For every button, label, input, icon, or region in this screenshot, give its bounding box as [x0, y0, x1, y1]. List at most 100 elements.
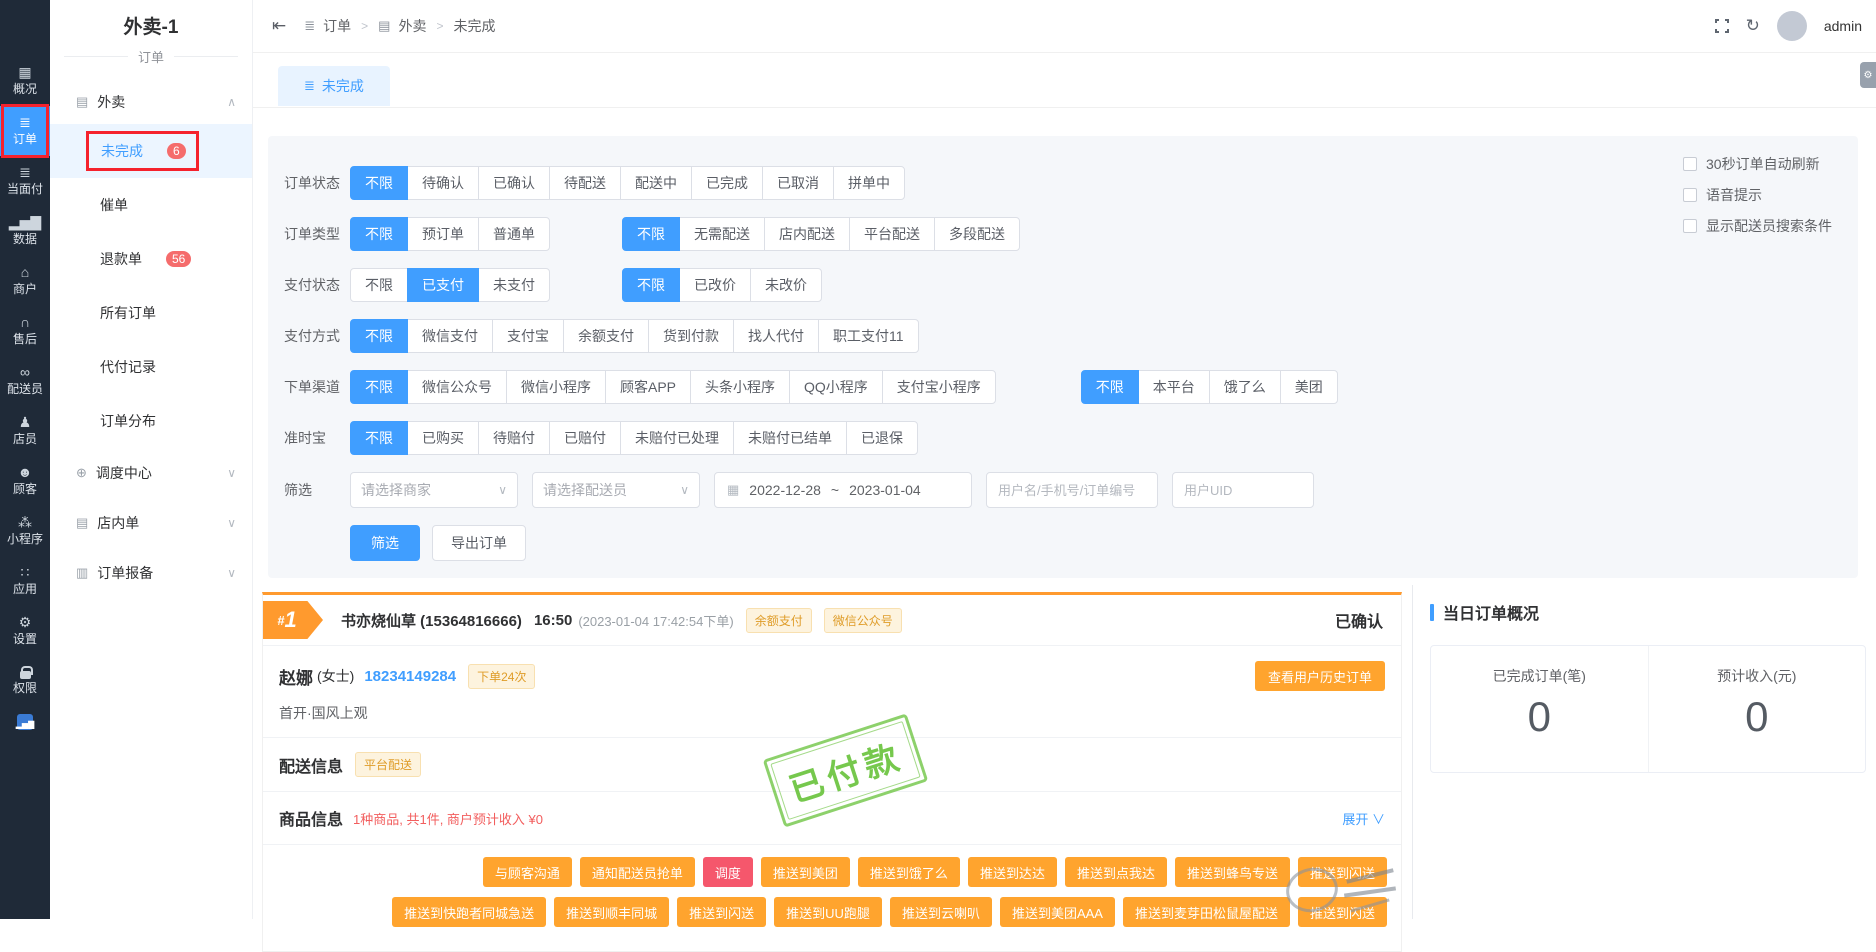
option-显示配送员搜索条件[interactable]: 显示配送员搜索条件: [1683, 216, 1832, 236]
sidebar-rail-item-概况[interactable]: ▦概况: [0, 56, 50, 106]
filter-option-button[interactable]: 职工支付11: [818, 319, 919, 353]
filter-option-button[interactable]: 配送中: [620, 166, 692, 200]
sidebar-item-催单[interactable]: 催单: [50, 178, 252, 232]
breadcrumb-orders[interactable]: 订单: [323, 16, 351, 36]
sidebar-rail-item-应用[interactable]: ∷应用: [0, 556, 50, 606]
date-range-picker[interactable]: ▦ 2022-12-28 ~ 2023-01-04: [714, 472, 972, 508]
filter-option-button[interactable]: 微信小程序: [506, 370, 606, 404]
filter-option-button[interactable]: 不限: [350, 217, 408, 251]
order-action-button[interactable]: 推送到蜂鸟专送: [1175, 857, 1290, 887]
filter-option-button[interactable]: 顾客APP: [605, 370, 691, 404]
sidebar-rail-item-小程序[interactable]: ⁂小程序: [0, 506, 50, 556]
option-30秒订单自动刷新[interactable]: 30秒订单自动刷新: [1683, 154, 1832, 174]
order-action-button[interactable]: 推送到美团: [761, 857, 850, 887]
sidebar-rail-item-店员[interactable]: ♟店员: [0, 406, 50, 456]
fullscreen-icon[interactable]: [1715, 19, 1729, 33]
sidebar-group-调度中心[interactable]: ⊕调度中心∨: [50, 448, 252, 498]
collapse-sidebar-icon[interactable]: ⇤: [272, 16, 286, 36]
uid-input[interactable]: [1172, 472, 1314, 508]
filter-option-button[interactable]: 不限: [622, 268, 680, 302]
filter-option-button[interactable]: 不限: [1081, 370, 1139, 404]
filter-option-button[interactable]: 支付宝: [492, 319, 564, 353]
sidebar-rail-item-顾客[interactable]: ☻顾客: [0, 456, 50, 506]
checkbox[interactable]: [1683, 157, 1697, 171]
user-history-button[interactable]: 查看用户历史订单: [1255, 661, 1385, 691]
filter-option-button[interactable]: 已购买: [407, 421, 479, 455]
filter-option-button[interactable]: 未改价: [750, 268, 822, 302]
filter-option-button[interactable]: 货到付款: [648, 319, 734, 353]
sidebar-group-订单报备[interactable]: ▥订单报备∨: [50, 548, 252, 598]
settings-drawer-handle[interactable]: ⚙: [1860, 62, 1876, 88]
merchant-select[interactable]: 请选择商家 ∨: [350, 472, 518, 508]
filter-option-button[interactable]: 不限: [350, 268, 408, 302]
order-action-button[interactable]: 推送到云喇叭: [890, 897, 992, 927]
order-action-button[interactable]: 推送到快跑者同城急送: [392, 897, 546, 927]
order-action-button[interactable]: 调度: [703, 857, 753, 887]
tab-unfinished[interactable]: ≣ 未完成: [278, 66, 390, 106]
order-action-button[interactable]: 通知配送员抢单: [580, 857, 695, 887]
expand-toggle[interactable]: 展开 ∨: [1342, 809, 1385, 828]
filter-option-button[interactable]: 不限: [350, 166, 408, 200]
filter-option-button[interactable]: 已退保: [846, 421, 918, 455]
sidebar-rail-item-数据[interactable]: ▂▅▇数据: [0, 206, 50, 256]
filter-option-button[interactable]: 待确认: [407, 166, 479, 200]
order-action-button[interactable]: 推送到美团AAA: [1000, 897, 1115, 927]
filter-option-button[interactable]: 已赔付: [549, 421, 621, 455]
sidebar-rail-item-权限[interactable]: 权限: [0, 656, 50, 705]
filter-option-button[interactable]: 拼单中: [833, 166, 905, 200]
filter-option-button[interactable]: 已支付: [407, 268, 479, 302]
checkbox[interactable]: [1683, 188, 1697, 202]
courier-select[interactable]: 请选择配送员 ∨: [532, 472, 700, 508]
order-action-button[interactable]: 推送到达达: [968, 857, 1057, 887]
sidebar-item-订单分布[interactable]: 订单分布: [50, 394, 252, 448]
order-action-button[interactable]: 推送到顺丰同城: [554, 897, 669, 927]
sidebar-rail-item-商户[interactable]: ⌂商户: [0, 256, 50, 306]
filter-option-button[interactable]: 支付宝小程序: [882, 370, 996, 404]
filter-option-button[interactable]: 未赔付已结单: [733, 421, 847, 455]
avatar[interactable]: [1777, 11, 1807, 41]
filter-option-button[interactable]: 已取消: [762, 166, 834, 200]
filter-option-button[interactable]: 无需配送: [679, 217, 765, 251]
filter-option-button[interactable]: QQ小程序: [789, 370, 883, 404]
sidebar-section-waimai[interactable]: ▤ 外卖 ∧: [50, 80, 252, 124]
sidebar-rail-item-设置[interactable]: ⚙设置: [0, 606, 50, 656]
filter-option-button[interactable]: 平台配送: [849, 217, 935, 251]
order-action-button[interactable]: 推送到闪送: [1298, 857, 1387, 887]
sidebar-rail-item-配送员[interactable]: ∞配送员: [0, 356, 50, 406]
filter-option-button[interactable]: 未支付: [478, 268, 550, 302]
filter-option-button[interactable]: 找人代付: [733, 319, 819, 353]
sidebar-rail-item-订单[interactable]: ≣订单: [0, 106, 50, 156]
filter-option-button[interactable]: 不限: [622, 217, 680, 251]
filter-option-button[interactable]: 已确认: [478, 166, 550, 200]
order-action-button[interactable]: 推送到UU跑腿: [774, 897, 882, 927]
filter-option-button[interactable]: 已改价: [679, 268, 751, 302]
filter-option-button[interactable]: 已完成: [691, 166, 763, 200]
filter-option-button[interactable]: 不限: [350, 370, 408, 404]
sidebar-rail-item-more[interactable]: ▂▅▇: [0, 705, 50, 740]
filter-option-button[interactable]: 多段配送: [934, 217, 1020, 251]
sidebar-item-所有订单[interactable]: 所有订单: [50, 286, 252, 340]
customer-phone[interactable]: 18234149284: [364, 668, 456, 685]
filter-option-button[interactable]: 待配送: [549, 166, 621, 200]
sidebar-rail-item-售后[interactable]: ∩售后: [0, 306, 50, 356]
filter-option-button[interactable]: 美团: [1280, 370, 1338, 404]
order-action-button[interactable]: 与顾客沟通: [483, 857, 572, 887]
filter-option-button[interactable]: 预订单: [407, 217, 479, 251]
order-action-button[interactable]: 推送到饿了么: [858, 857, 960, 887]
filter-option-button[interactable]: 不限: [350, 319, 408, 353]
order-action-button[interactable]: 推送到麦芽田松鼠屋配送: [1123, 897, 1290, 927]
filter-option-button[interactable]: 余额支付: [563, 319, 649, 353]
sidebar-group-店内单[interactable]: ▤店内单∨: [50, 498, 252, 548]
sidebar-rail-item-当面付[interactable]: ≣当面付: [0, 156, 50, 206]
filter-submit-button[interactable]: 筛选: [350, 525, 420, 561]
filter-option-button[interactable]: 本平台: [1138, 370, 1210, 404]
order-action-button[interactable]: 推送到闪送: [677, 897, 766, 927]
filter-option-button[interactable]: 普通单: [478, 217, 550, 251]
filter-option-button[interactable]: 不限: [350, 421, 408, 455]
breadcrumb-waimai[interactable]: 外卖: [398, 16, 426, 36]
keyword-input[interactable]: [986, 472, 1158, 508]
order-action-button[interactable]: 推送到闪送: [1298, 897, 1387, 927]
sidebar-item-代付记录[interactable]: 代付记录: [50, 340, 252, 394]
